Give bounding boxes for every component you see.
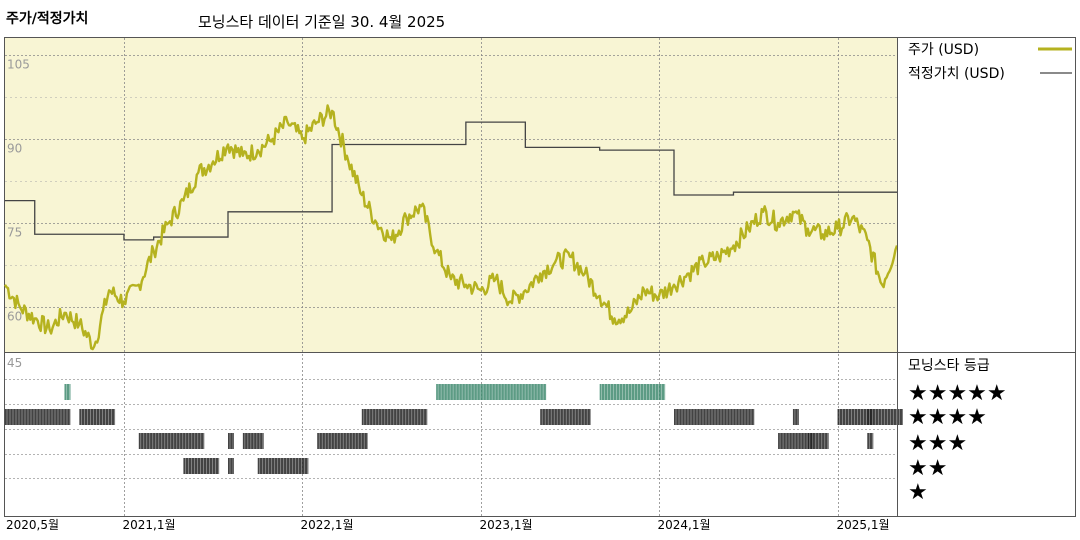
rating-segment — [540, 409, 591, 425]
x-tick-label: 2024,1월 — [658, 518, 711, 532]
rating-bar — [5, 409, 71, 425]
rating-bar — [242, 433, 264, 449]
rating-bar — [837, 409, 874, 425]
rating-bar — [436, 384, 547, 400]
rating-segment — [361, 409, 428, 425]
rating-bar — [317, 433, 368, 449]
rating-bar — [540, 409, 591, 425]
rating-segment — [599, 384, 666, 400]
x-tick-label: 2021,1월 — [123, 518, 176, 532]
x-tick-label: 2022,1월 — [301, 518, 354, 532]
rating-segment — [867, 409, 903, 425]
rating-bar — [778, 433, 814, 449]
rating-segment — [64, 384, 71, 400]
rating-segment — [228, 433, 234, 449]
rating-bar — [807, 433, 829, 449]
rating-bar — [257, 458, 309, 474]
x-tick-label: 2025,1월 — [837, 518, 890, 532]
two-star-label: ★★ — [908, 456, 947, 481]
three-star-label: ★★★ — [908, 431, 967, 456]
price-layer — [3, 104, 899, 351]
plot-frame — [4, 37, 1076, 517]
rating-bar — [599, 384, 666, 400]
rating-segment — [257, 458, 309, 474]
price-panel-background — [5, 38, 897, 352]
rating-bar — [792, 409, 799, 425]
lower-tick-label: 45 — [7, 356, 22, 370]
y-tick-labels: 105 90 75 60 45 — [7, 58, 30, 371]
rating-bar — [64, 384, 71, 400]
rating-segment — [242, 433, 264, 449]
y-tick-label: 60 — [7, 310, 22, 324]
rating-segment — [5, 409, 71, 425]
rating-segment — [792, 409, 799, 425]
rating-segment — [228, 458, 234, 474]
rating-bar — [361, 409, 428, 425]
fair-value-layer — [5, 121, 897, 241]
rating-segment — [183, 458, 220, 474]
rating-bars — [5, 384, 903, 474]
price-grid — [5, 55, 897, 308]
rating-bar — [183, 458, 220, 474]
chart-title: 주가/적정가치 — [6, 11, 89, 27]
y-tick-label: 105 — [7, 58, 30, 72]
y-tick-label: 75 — [7, 226, 22, 240]
x-tick-labels: 2020,5월 2021,1월 2022,1월 2023,1월 2024,1월 2025,… — [6, 518, 890, 532]
legend-fair-label: 적정가치 (USD) — [908, 66, 1005, 82]
rating-segment — [436, 384, 547, 400]
fair-value-line — [5, 121, 897, 241]
rating-segment — [778, 433, 814, 449]
legend-price-label: 주가 (USD) — [908, 42, 979, 58]
five-star-label: ★★★★★ — [908, 381, 1007, 406]
rating-bar — [228, 458, 234, 474]
rating-segment — [867, 433, 874, 449]
one-star-label: ★ — [908, 480, 928, 505]
rating-legend-title: 모닝스타 등급 — [908, 358, 990, 374]
rating-segment — [807, 433, 829, 449]
x-tick-label: 2023,1월 — [480, 518, 533, 532]
chart-subtitle: 모닝스타 데이터 기준일 30. 4월 2025 — [198, 13, 446, 31]
rating-grid — [5, 352, 897, 479]
rating-bar — [228, 433, 234, 449]
rating-bar — [138, 433, 205, 449]
rating-bar — [867, 433, 874, 449]
x-tick-label: 2020,5월 — [6, 518, 59, 532]
rating-segment — [138, 433, 205, 449]
price-line — [3, 104, 899, 351]
y-tick-label: 90 — [7, 142, 22, 156]
rating-bar — [867, 409, 903, 425]
rating-segment — [674, 409, 755, 425]
rating-segment — [79, 409, 116, 425]
rating-segment — [317, 433, 368, 449]
rating-bar — [79, 409, 116, 425]
four-star-label: ★★★★ — [908, 405, 987, 430]
